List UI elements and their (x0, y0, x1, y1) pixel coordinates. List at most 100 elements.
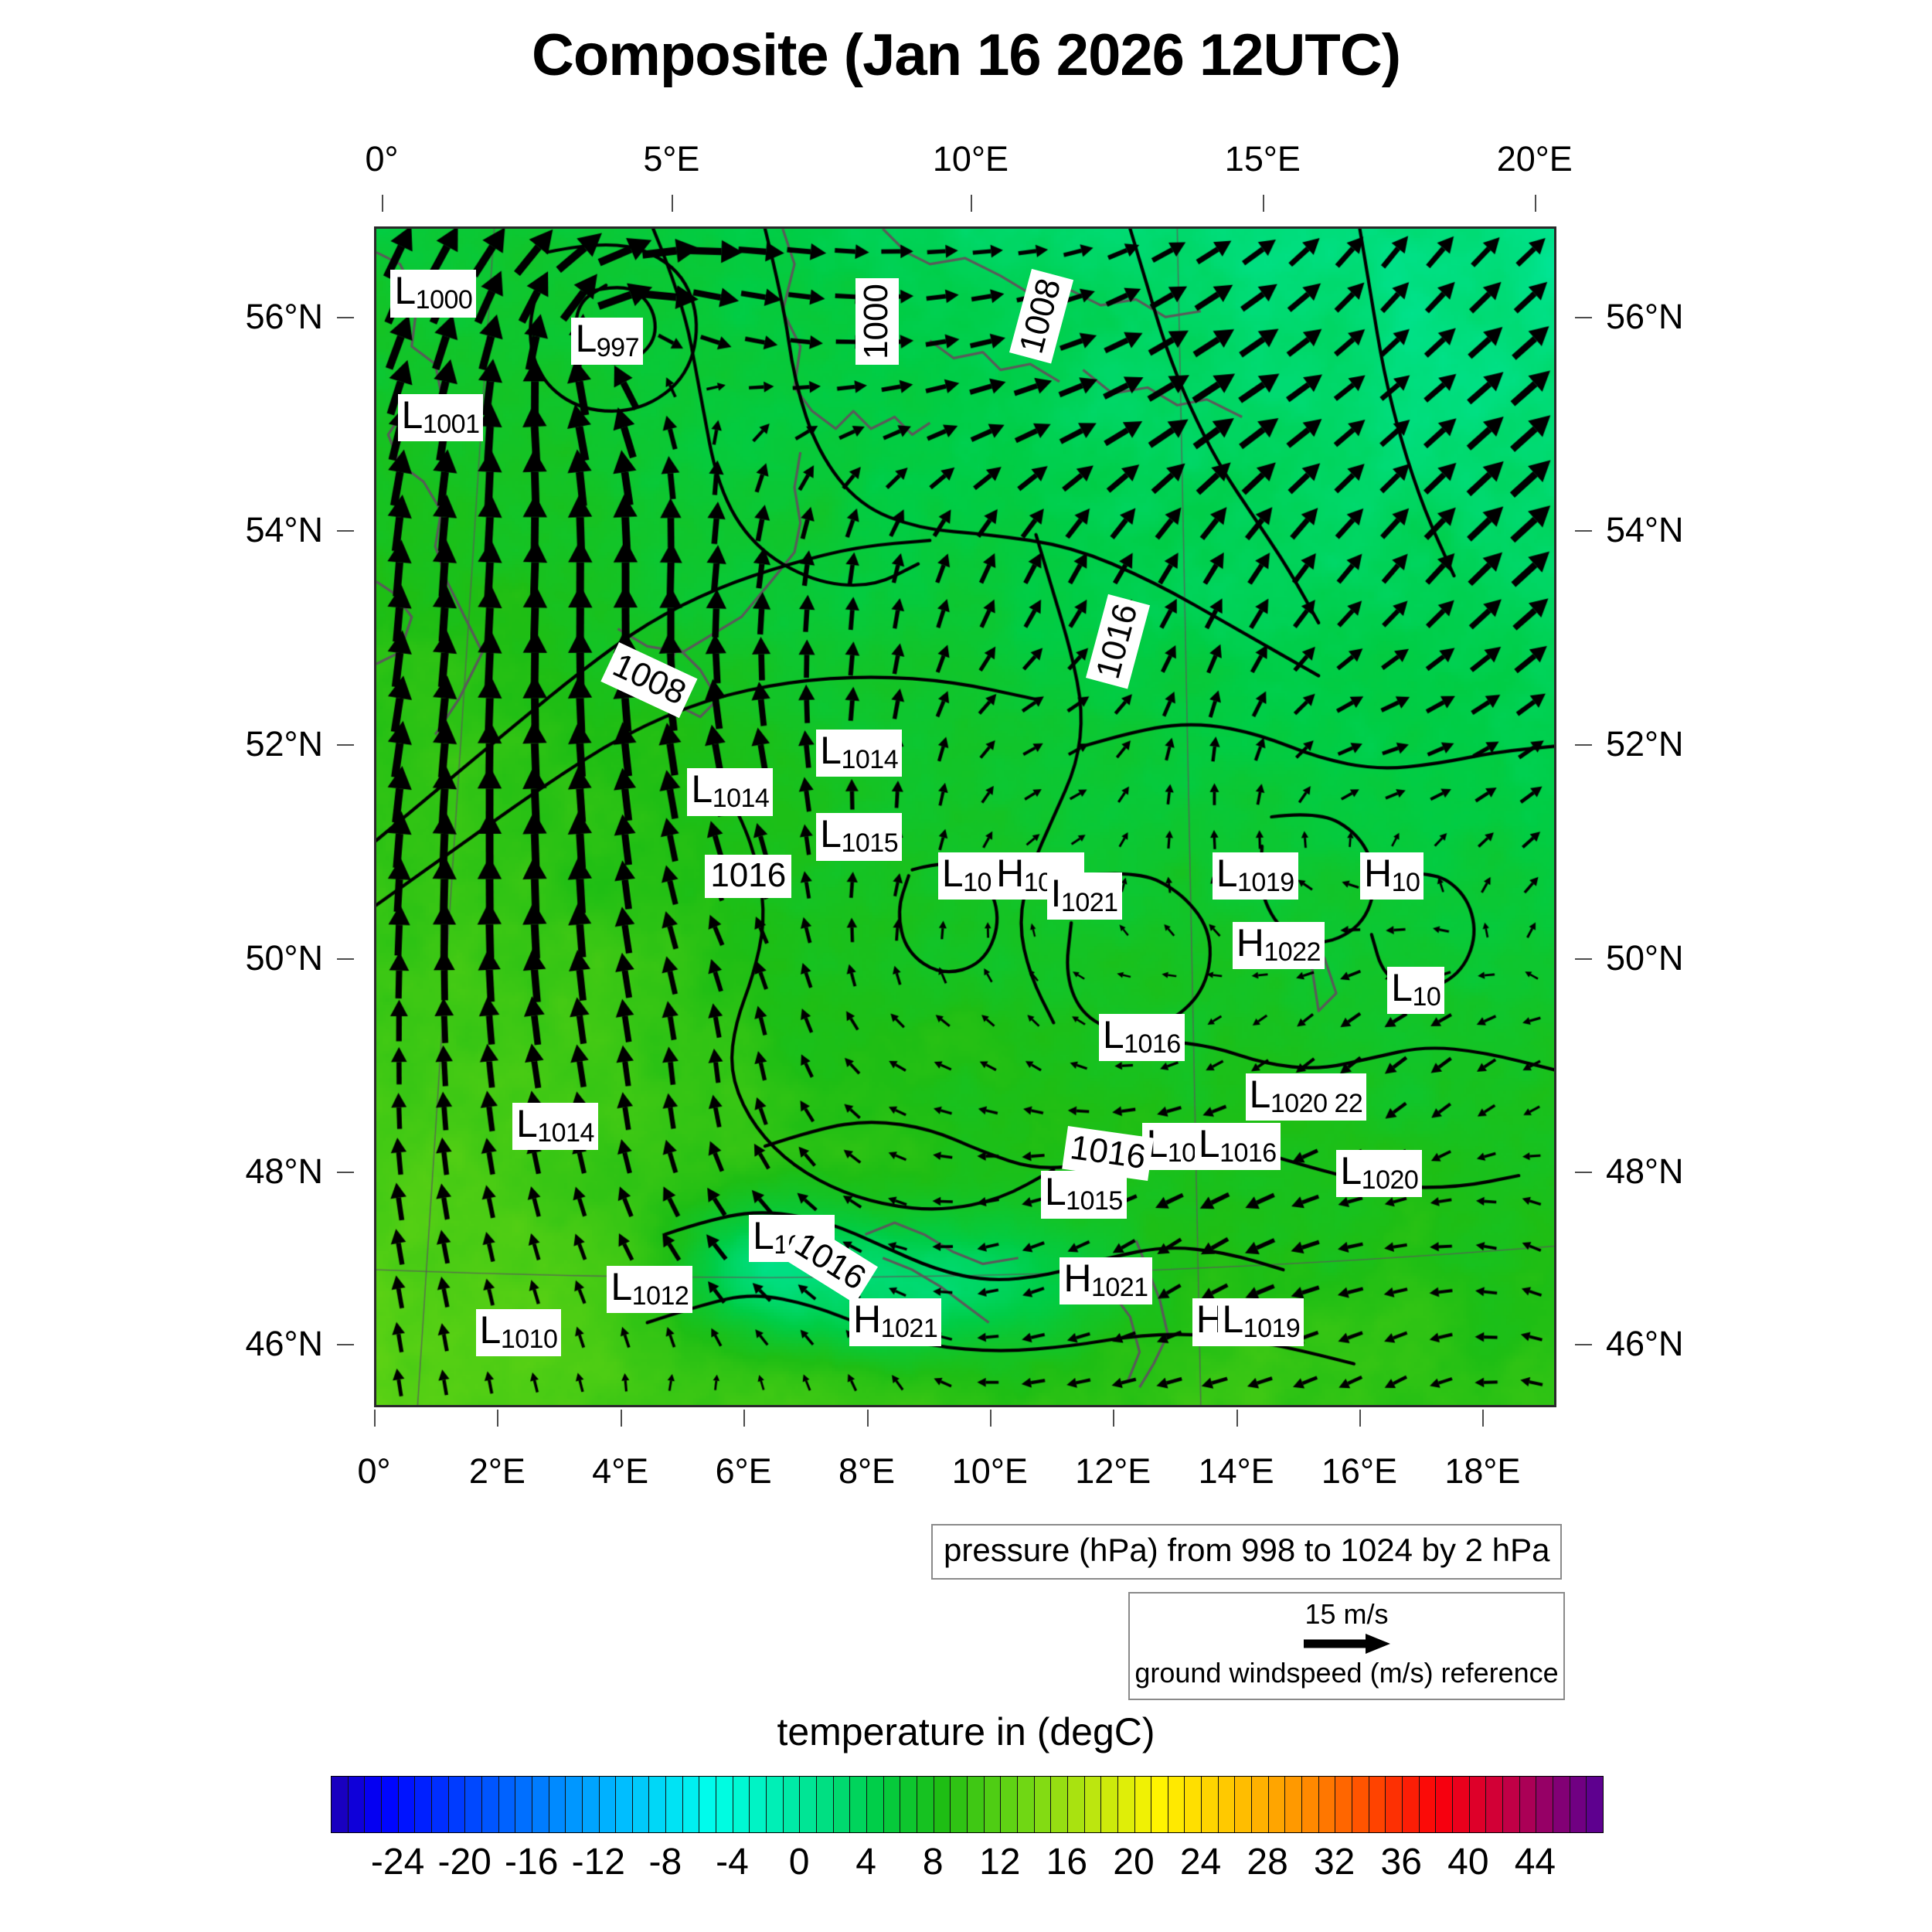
colorbar-cell (1536, 1777, 1553, 1832)
colorbar-cell (1386, 1777, 1403, 1832)
colorbar-tick-label: 44 (1514, 1842, 1556, 1883)
colorbar-cell (632, 1777, 650, 1832)
colorbar-cell (498, 1777, 516, 1832)
colorbar-cell (1502, 1777, 1520, 1832)
pressure-extremum-label: L1019 (1218, 1298, 1304, 1346)
pressure-extremum-value: 1019 (1243, 1314, 1301, 1344)
axis-tick (1575, 1344, 1592, 1346)
top-lon-label: 10°E (932, 139, 1009, 179)
pressure-extremum-type: L (820, 728, 842, 772)
colorbar-cell (332, 1777, 349, 1832)
colorbar-cell (1101, 1777, 1118, 1832)
pressure-extremum-value: 1019 (1237, 867, 1294, 897)
colorbar-cell (984, 1777, 1002, 1832)
pressure-extremum-label: I1021 (1046, 872, 1122, 920)
colorbar-cell (699, 1777, 717, 1832)
colorbar-cell (465, 1777, 482, 1832)
colorbar-cell (951, 1777, 968, 1832)
axis-tick (1575, 530, 1592, 532)
bottom-lon-label: 4°E (592, 1451, 649, 1491)
map-plot-area[interactable]: L1000L997L1001L1014L1014L1015L1016H1021I… (374, 226, 1556, 1407)
pressure-extremum-label: H1021 (1060, 1256, 1152, 1305)
colorbar-cell (1352, 1777, 1369, 1832)
colorbar-tick-label: -4 (716, 1842, 749, 1883)
colorbar-cell (566, 1777, 583, 1832)
colorbar-cell (1034, 1777, 1052, 1832)
axis-tick (989, 1410, 992, 1427)
colorbar-cell (481, 1777, 499, 1832)
right-lat-label: 52°N (1606, 724, 1684, 764)
colorbar-cell (1519, 1777, 1537, 1832)
colorbar-cell (381, 1777, 399, 1832)
axis-tick (337, 1172, 354, 1174)
colorbar-cell (1252, 1777, 1269, 1832)
colorbar-cell (967, 1777, 985, 1832)
colorbar-cell (1235, 1777, 1253, 1832)
pressure-contour-legend: pressure (hPa) from 998 to 1024 by 2 hPa (931, 1524, 1563, 1580)
pressure-extremum-value: 1012 (631, 1281, 689, 1311)
contour-value-label: 1016 (705, 854, 792, 898)
axis-tick (1575, 744, 1592, 747)
bottom-lon-label: 8°E (838, 1451, 896, 1491)
colorbar-tick-label: 8 (922, 1842, 944, 1883)
right-lat-label: 46°N (1606, 1324, 1684, 1364)
pressure-extremum-label: L1019 (1212, 851, 1298, 900)
pressure-extremum-label: L1016 (1194, 1121, 1281, 1170)
colorbar-cell (1587, 1777, 1603, 1832)
colorbar-cell (1268, 1777, 1286, 1832)
right-lat-label: 54°N (1606, 510, 1684, 550)
colorbar-cell (1185, 1777, 1202, 1832)
colorbar-cell (1469, 1777, 1487, 1832)
wind-caption-label: ground windspeed (m/s) reference (1134, 1657, 1559, 1689)
axis-tick (970, 195, 972, 212)
colorbar-cell (448, 1777, 466, 1832)
colorbar-cell (649, 1777, 667, 1832)
pressure-extremum-label: L10 (1387, 967, 1445, 1015)
colorbar-cell (549, 1777, 566, 1832)
right-arrow-icon (1130, 1632, 1563, 1655)
axis-tick (866, 1410, 869, 1427)
contour-value-label: 1000 (855, 277, 899, 365)
colorbar-cell (1067, 1777, 1085, 1832)
pressure-extremum-type: L (820, 812, 842, 856)
temperature-colorbar[interactable] (331, 1776, 1604, 1833)
axis-tick (1113, 1410, 1115, 1427)
pressure-extremum-type: L (1198, 1121, 1220, 1165)
colorbar-cell (1134, 1777, 1152, 1832)
pressure-extremum-type: H (1236, 920, 1264, 964)
colorbar-cell (1051, 1777, 1068, 1832)
axis-tick (497, 1410, 499, 1427)
top-lon-label: 15°E (1224, 139, 1301, 179)
pressure-extremum-label: L1015 (1040, 1171, 1127, 1219)
colorbar-tick-label: 32 (1313, 1842, 1355, 1883)
bottom-lon-label: 10°E (951, 1451, 1028, 1491)
colorbar-cell (582, 1777, 600, 1832)
bottom-lon-label: 0° (357, 1451, 391, 1491)
pressure-extremum-type: L (479, 1308, 502, 1352)
colorbar-cell (1486, 1777, 1503, 1832)
colorbar-cell (1117, 1777, 1135, 1832)
pressure-extremum-type: H (1363, 851, 1392, 895)
pressure-extremum-type: L (941, 851, 964, 895)
left-lat-label: 56°N (245, 296, 323, 336)
colorbar-cell (1419, 1777, 1437, 1832)
colorbar-cell (1218, 1777, 1236, 1832)
pressure-extremum-value: 1016 (1124, 1029, 1181, 1060)
pressure-extremum-label: L1020 (1336, 1149, 1423, 1198)
colorbar-cell (934, 1777, 951, 1832)
pressure-extremum-type: H (1063, 1256, 1091, 1300)
colorbar-cell (1017, 1777, 1035, 1832)
colorbar-cell (817, 1777, 834, 1832)
colorbar-cell (1553, 1777, 1570, 1832)
pressure-extremum-type: L (1216, 851, 1238, 895)
axis-tick (337, 744, 354, 747)
colorbar-cell (415, 1777, 432, 1832)
bottom-lon-label: 6°E (715, 1451, 772, 1491)
axis-tick (1482, 1410, 1485, 1427)
colorbar-cell (348, 1777, 366, 1832)
colorbar-cell (1452, 1777, 1470, 1832)
colorbar-cell (532, 1777, 549, 1832)
pressure-legend-text: pressure (hPa) from 998 to 1024 by 2 hPa (944, 1532, 1550, 1568)
axis-tick (337, 316, 354, 318)
colorbar-tick-label: 40 (1447, 1842, 1489, 1883)
